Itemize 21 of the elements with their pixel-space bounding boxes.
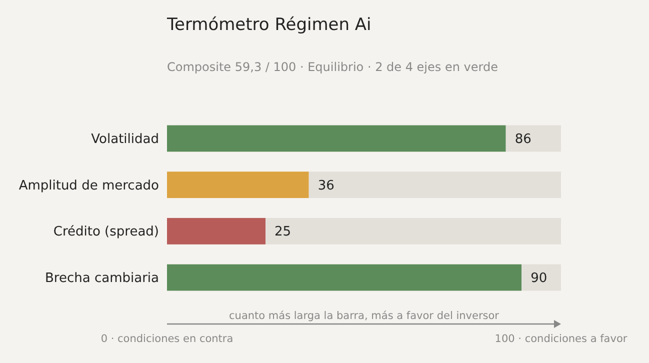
- bar: [308, 172, 561, 198]
- bar: [167, 125, 506, 152]
- data-label: 25: [274, 224, 292, 240]
- x-tick-label: 0 · condiciones en contra: [100, 333, 234, 345]
- y-tick-label: Volatilidad: [91, 132, 159, 148]
- data-label: 90: [530, 271, 548, 286]
- bar: [522, 264, 561, 291]
- y-tick-label: Brecha cambiaria: [45, 271, 159, 286]
- bar: [266, 218, 561, 244]
- y-tick-label: Crédito (spread): [53, 224, 159, 240]
- bar: [506, 125, 561, 152]
- chart-subtitle: Composite 59,3 / 100 · Equilibrio · 2 de 4 ejes en verde: [167, 60, 498, 74]
- text: cuanto más larga la barra, más a favor del inversor: [229, 310, 500, 322]
- x-tick-label: 100 · condiciones a favor: [494, 333, 628, 345]
- y-tick-label: Amplitud de mercado: [18, 178, 160, 194]
- bar: [167, 172, 309, 198]
- bar: [167, 218, 266, 244]
- chart-title: Termómetro Régimen Ai: [166, 15, 372, 35]
- data-label: 86: [514, 132, 532, 148]
- data-label: 36: [318, 178, 334, 194]
- bar: [167, 264, 522, 291]
